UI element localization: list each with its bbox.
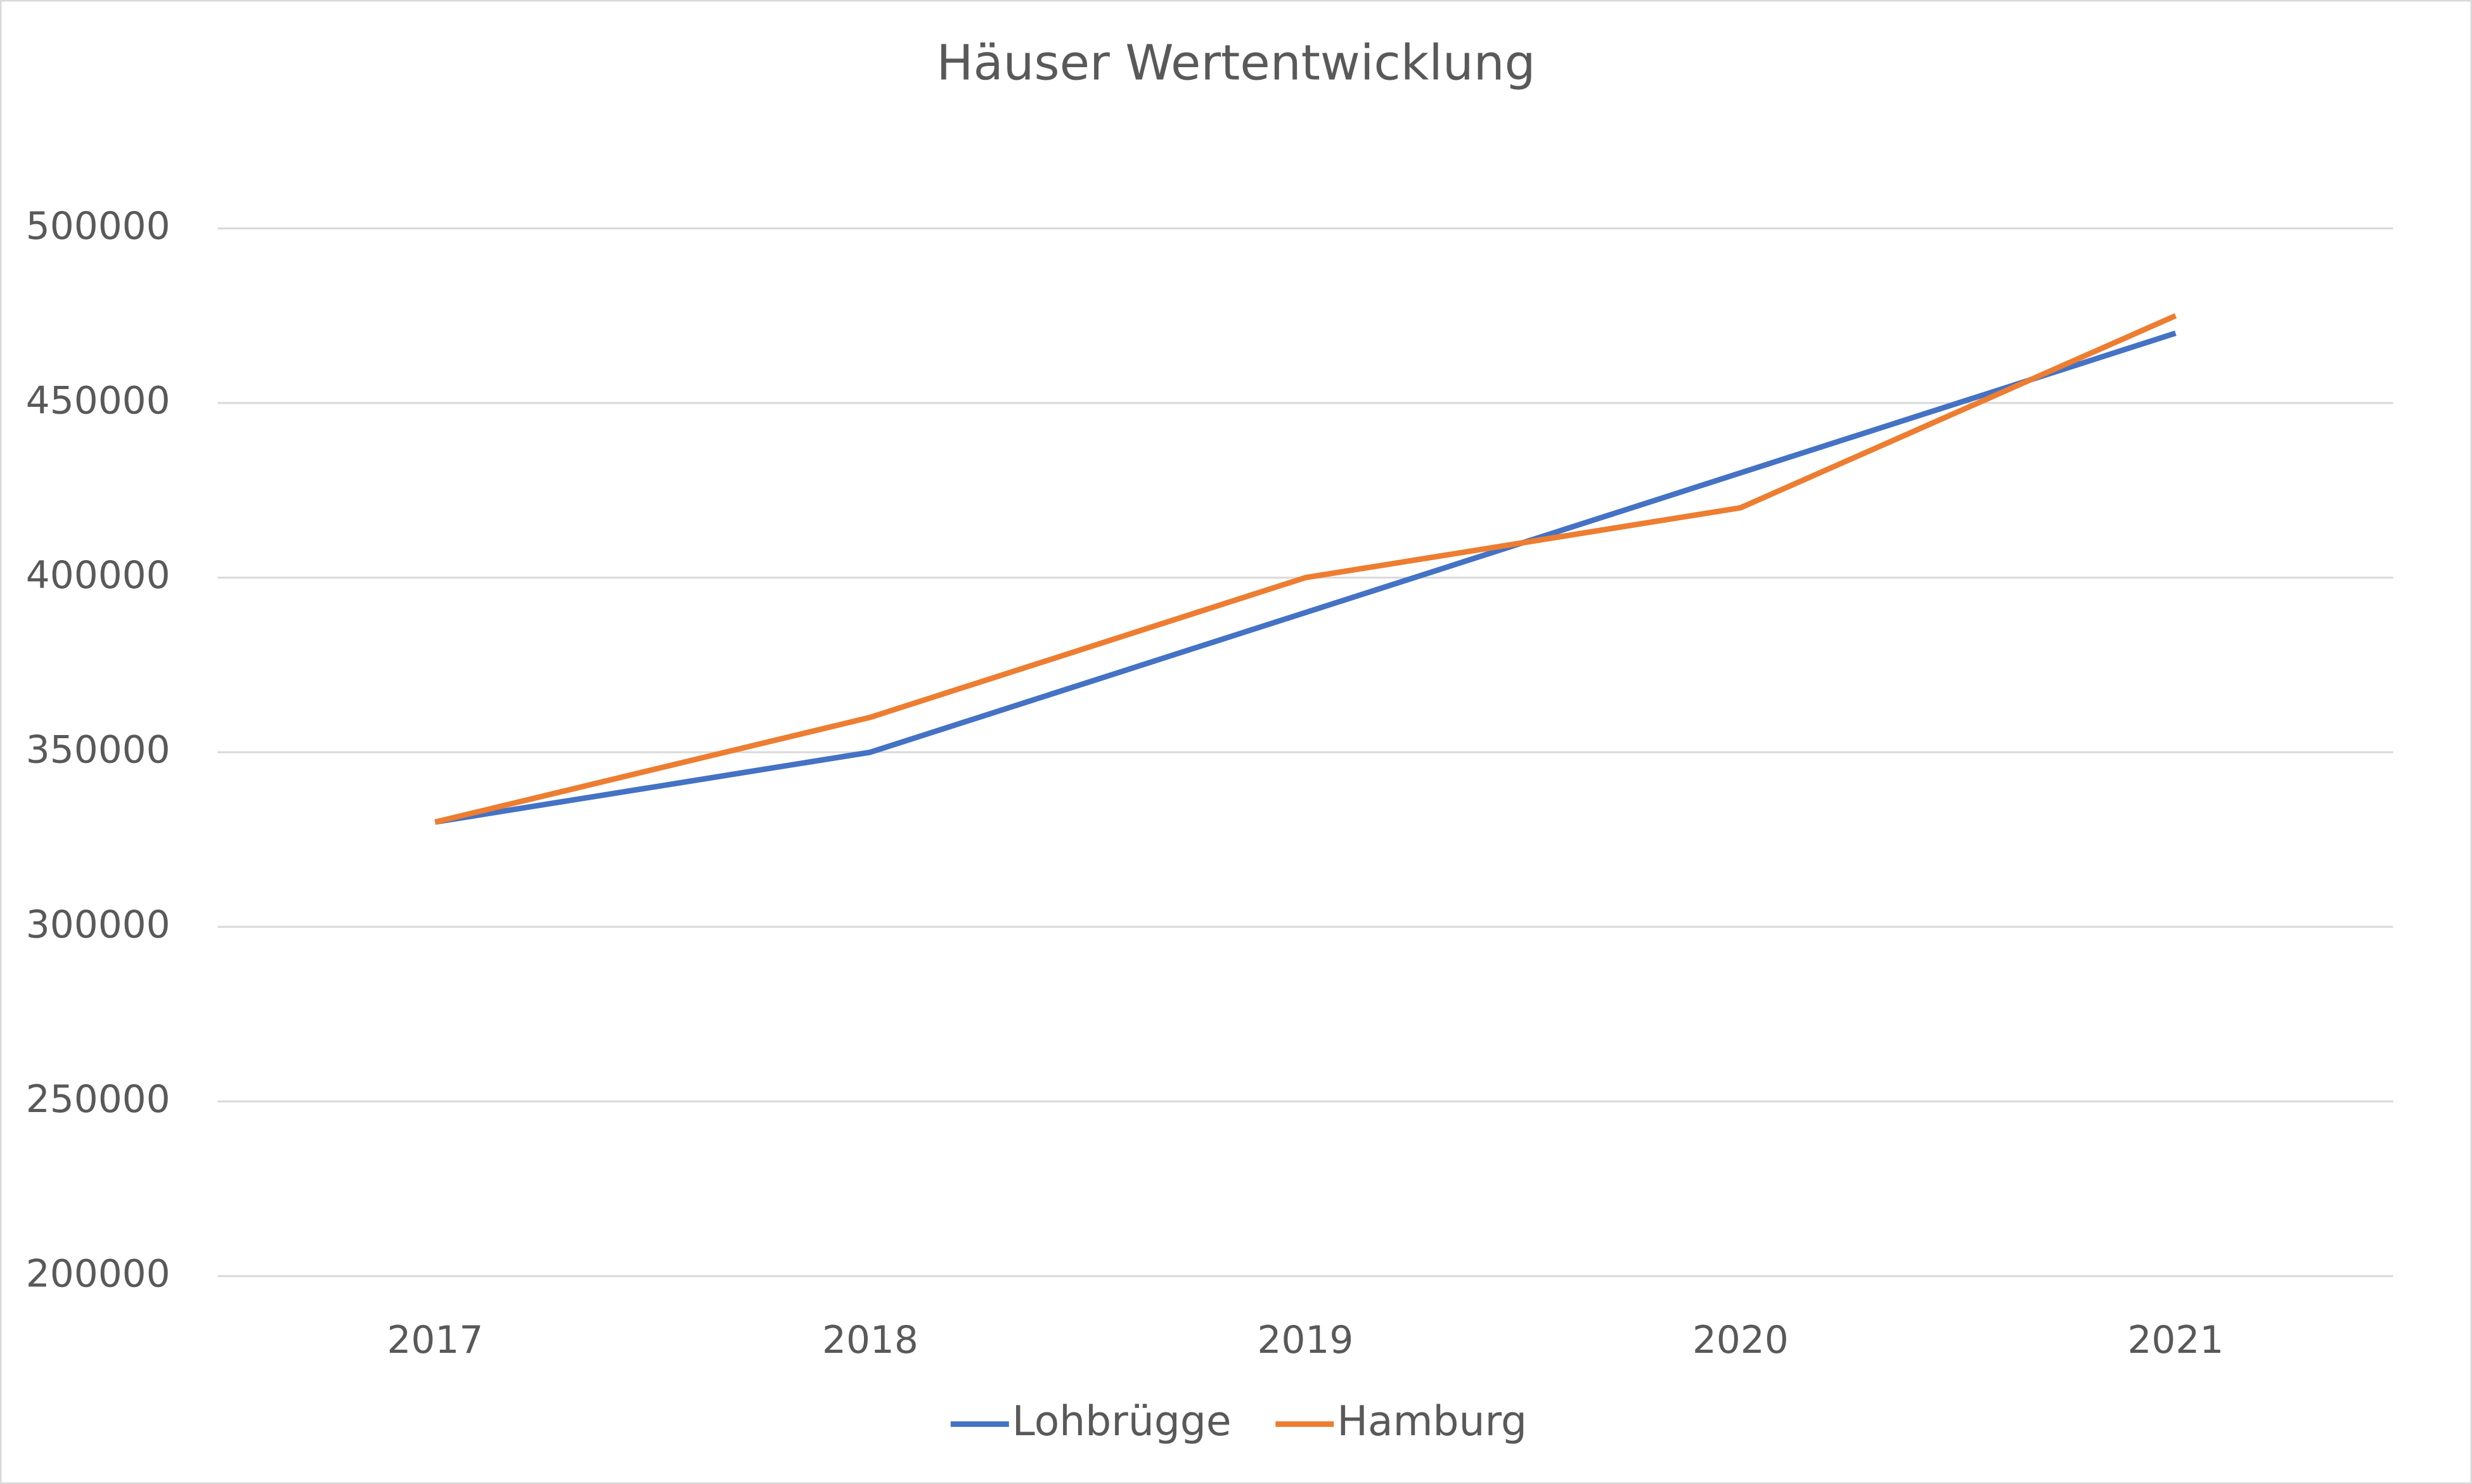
- x-tick-label: 2019: [1257, 1319, 1353, 1362]
- y-tick-label: 450000: [26, 380, 171, 423]
- x-tick-label: 2017: [387, 1319, 484, 1362]
- series-line: [434, 330, 2177, 825]
- y-tick-label: 400000: [26, 554, 171, 598]
- series-line: [434, 313, 2177, 825]
- y-tick-label: 200000: [26, 1252, 171, 1296]
- chart-title: Häuser Wertentwicklung: [936, 34, 1535, 91]
- y-tick-label: 250000: [26, 1078, 171, 1122]
- y-tick-label: 300000: [26, 903, 171, 947]
- legend-label: Lohbrügge: [1012, 1398, 1232, 1445]
- x-tick-label: 2021: [2127, 1319, 2224, 1362]
- x-tick-label: 2020: [1692, 1319, 1789, 1362]
- x-tick-label: 2018: [822, 1319, 918, 1362]
- y-tick-label: 350000: [26, 729, 171, 772]
- legend-label: Hamburg: [1337, 1398, 1527, 1445]
- y-tick-label: 500000: [26, 205, 171, 248]
